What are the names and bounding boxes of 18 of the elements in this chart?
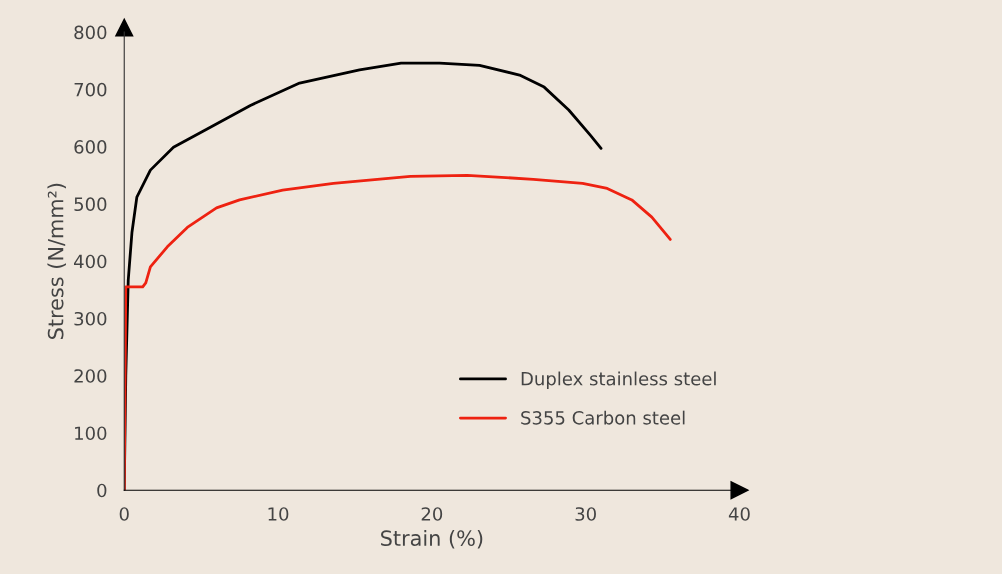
y-tick-label: 800 [74,25,107,40]
x-tick-label: 10 [268,507,289,521]
x-tick-label: 0 [119,507,129,521]
y-tick-label: 200 [74,369,107,383]
y-tick-label: 0 [97,483,107,498]
x-tick-label: 40 [728,507,750,521]
x-tick-label: 20 [421,507,443,521]
legend-label: Duplex stainless steel [521,371,716,389]
y-tick-label: 400 [74,254,107,269]
y-tick-label: 500 [74,197,107,212]
x-axis-title: Strain (%) [381,529,483,549]
y-axis-title: Stress (N/mm²) [47,183,66,340]
legend-label: S355 Carbon steel [521,410,685,425]
x-tick-label: 30 [575,507,596,521]
y-tick-label: 700 [74,82,107,97]
y-tick-label: 100 [75,426,107,441]
y-tick-label: 300 [74,311,107,326]
y-tick-label: 600 [74,140,107,154]
